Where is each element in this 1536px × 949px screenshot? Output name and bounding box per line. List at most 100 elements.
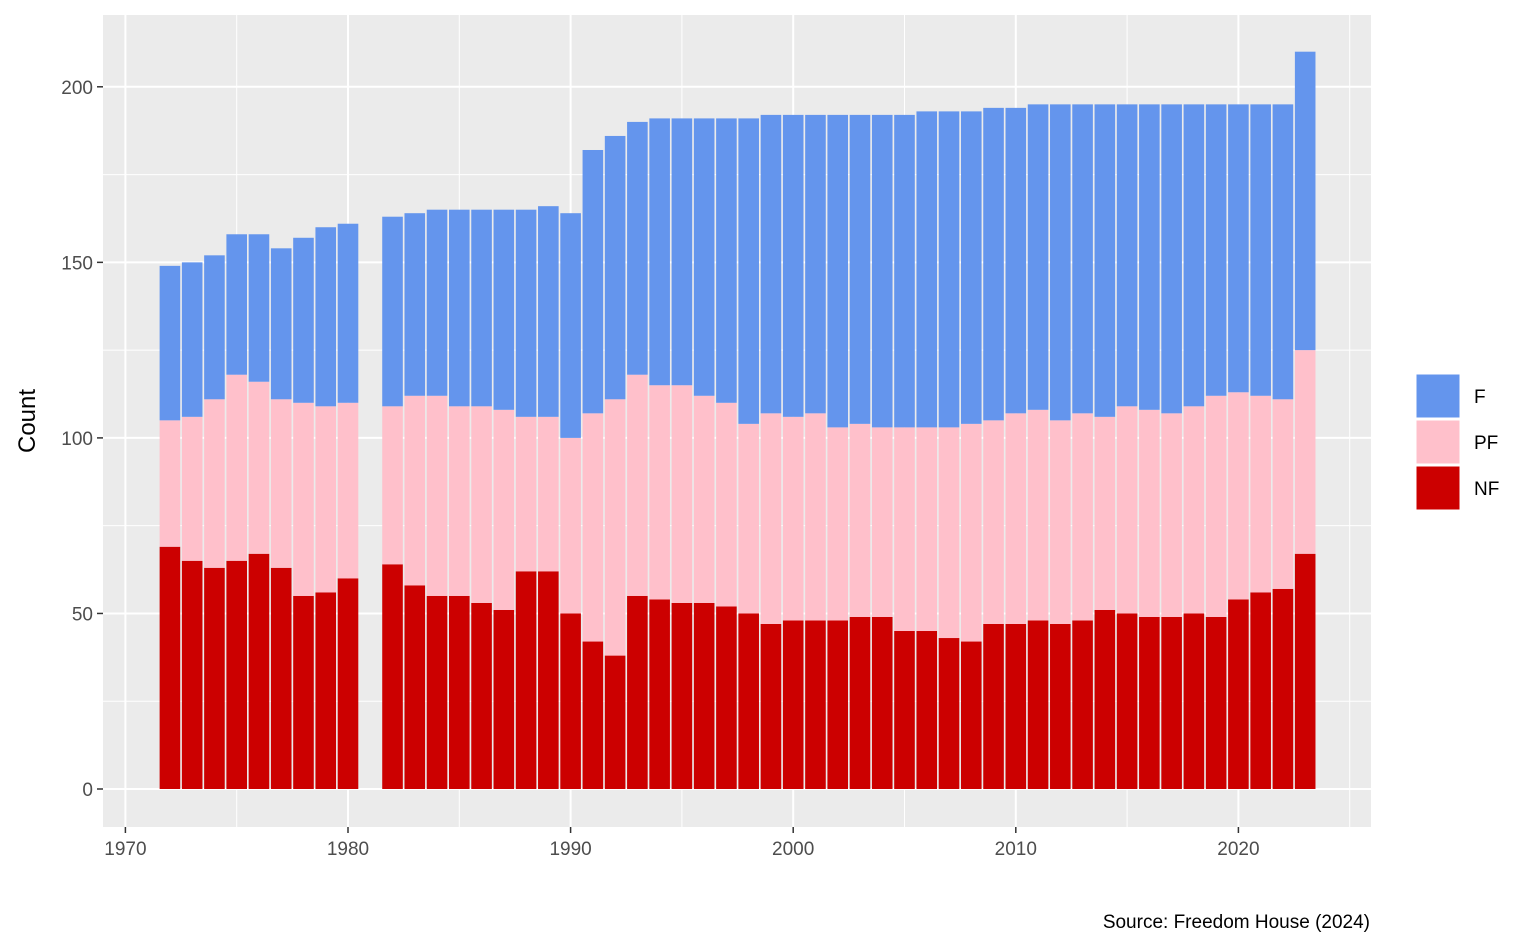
bar-pf-1993 xyxy=(627,374,648,596)
bar-f-1976 xyxy=(248,234,270,382)
bar-pf-2003 xyxy=(849,423,871,617)
bar-pf-1984 xyxy=(426,395,448,596)
bar-f-1985 xyxy=(449,209,470,407)
bar-f-1988 xyxy=(515,209,537,417)
bar-nf-1975 xyxy=(226,560,247,789)
bar-nf-2021 xyxy=(1250,592,1271,789)
bar-f-1995 xyxy=(671,118,693,386)
y-tick-label: 100 xyxy=(61,429,93,450)
bar-f-2015 xyxy=(1116,104,1138,407)
bar-nf-2019 xyxy=(1205,616,1227,789)
bar-pf-1999 xyxy=(760,413,782,624)
bar-nf-1988 xyxy=(515,571,537,789)
bar-pf-1997 xyxy=(716,402,737,607)
bar-pf-1995 xyxy=(671,385,693,603)
bar-nf-2015 xyxy=(1116,613,1138,789)
bar-f-2002 xyxy=(827,114,849,428)
bar-f-2018 xyxy=(1183,104,1205,407)
y-tick-label: 200 xyxy=(61,78,93,99)
bar-f-1997 xyxy=(716,118,737,403)
bar-pf-2007 xyxy=(938,427,960,639)
x-axis: 1970 1980 1990 2000 2010 2020 xyxy=(104,827,1260,860)
bar-pf-2020 xyxy=(1228,392,1249,600)
bar-pf-1973 xyxy=(181,416,203,561)
x-tick-label: 1980 xyxy=(327,839,369,860)
bar-nf-2022 xyxy=(1272,588,1294,789)
bar-pf-2022 xyxy=(1272,399,1294,589)
bar-f-1996 xyxy=(693,118,715,396)
bar-f-2022 xyxy=(1272,104,1294,400)
bar-f-1987 xyxy=(493,209,515,410)
bar-pf-1980 xyxy=(337,402,359,579)
bar-f-1978 xyxy=(293,237,314,403)
legend-key-pf xyxy=(1415,419,1461,465)
y-axis: 0 50 100 150 200 xyxy=(61,78,103,801)
bar-nf-2005 xyxy=(894,631,915,789)
bar-pf-2013 xyxy=(1072,413,1093,621)
bar-f-1984 xyxy=(426,209,448,396)
legend: F PF NF xyxy=(1415,373,1499,511)
bar-f-1973 xyxy=(181,262,203,417)
bar-nf-1990 xyxy=(560,613,581,789)
plot-panel xyxy=(103,15,1371,827)
bar-f-1972 xyxy=(159,265,181,421)
bar-nf-1995 xyxy=(671,602,693,789)
source-caption: Source: Freedom House (2024) xyxy=(1103,912,1370,933)
bar-pf-2002 xyxy=(827,427,849,621)
bars-layer xyxy=(159,51,1316,789)
bar-pf-2004 xyxy=(871,427,893,617)
bar-pf-2005 xyxy=(894,427,915,632)
bar-f-1977 xyxy=(270,248,292,400)
bar-nf-1994 xyxy=(649,599,670,789)
bar-nf-1991 xyxy=(582,641,604,789)
bar-f-1986 xyxy=(471,209,492,407)
bar-f-2009 xyxy=(983,107,1004,421)
bar-pf-1989 xyxy=(538,416,559,572)
bar-nf-1997 xyxy=(716,606,737,789)
bar-pf-2018 xyxy=(1183,406,1205,614)
bar-nf-1986 xyxy=(471,602,492,789)
bar-nf-2011 xyxy=(1027,620,1049,789)
bar-pf-2019 xyxy=(1205,395,1227,617)
bar-nf-1984 xyxy=(426,595,448,789)
bar-nf-1978 xyxy=(293,595,314,789)
bar-nf-2020 xyxy=(1228,599,1249,789)
x-tick-label: 2020 xyxy=(1217,839,1259,860)
bar-pf-2021 xyxy=(1250,395,1271,593)
bar-nf-2010 xyxy=(1005,623,1027,789)
bar-f-2008 xyxy=(960,111,982,424)
bar-pf-1975 xyxy=(226,374,247,561)
bar-pf-1982 xyxy=(382,406,403,565)
bar-f-2017 xyxy=(1161,104,1182,414)
bar-pf-2016 xyxy=(1139,409,1160,617)
bar-nf-1983 xyxy=(404,585,426,789)
bar-f-2014 xyxy=(1094,104,1116,417)
bar-pf-1979 xyxy=(315,406,337,593)
bar-f-1989 xyxy=(538,206,559,417)
bar-nf-1989 xyxy=(538,571,559,789)
bar-pf-1996 xyxy=(693,395,715,603)
y-tick-label: 150 xyxy=(61,253,93,274)
bar-nf-1982 xyxy=(382,564,403,789)
bar-f-2006 xyxy=(916,111,938,428)
bar-pf-1994 xyxy=(649,385,670,600)
bar-f-1982 xyxy=(382,216,403,407)
bar-nf-2023 xyxy=(1294,553,1316,789)
bar-f-1979 xyxy=(315,227,337,407)
bar-nf-1980 xyxy=(337,578,359,789)
bar-f-1980 xyxy=(337,223,359,403)
y-tick-label: 0 xyxy=(82,780,93,801)
bar-f-2016 xyxy=(1139,104,1160,410)
bar-nf-2001 xyxy=(805,620,826,789)
bar-pf-1990 xyxy=(560,437,581,614)
bar-f-2020 xyxy=(1228,104,1249,393)
bar-pf-1977 xyxy=(270,399,292,568)
bar-pf-2012 xyxy=(1050,420,1071,624)
bar-f-2007 xyxy=(938,111,960,428)
bar-pf-2017 xyxy=(1161,413,1182,617)
bar-pf-1985 xyxy=(449,406,470,596)
bar-f-2005 xyxy=(894,114,915,428)
bar-pf-1998 xyxy=(738,423,759,614)
